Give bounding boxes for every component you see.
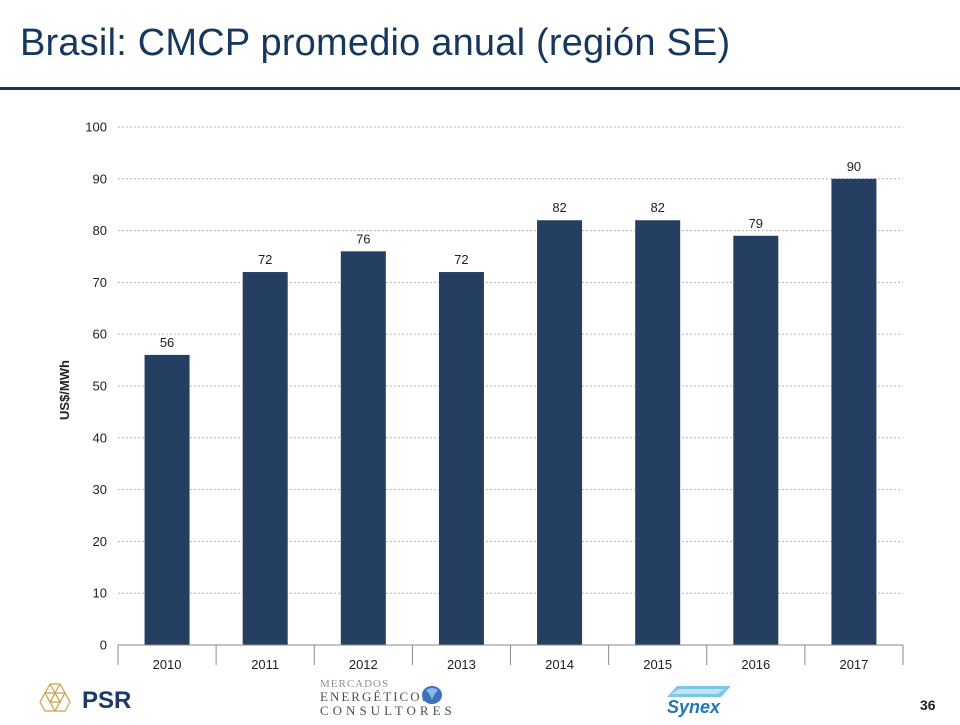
mec-line-1: MERCADOS	[320, 678, 390, 690]
title-divider	[0, 87, 960, 90]
mec-line-3: CONSULTORES	[320, 703, 456, 718]
drop-globe-icon	[422, 686, 442, 704]
y-tick-label: 100	[85, 120, 107, 135]
x-tick-label: 2016	[741, 657, 770, 672]
psr-logo: PSR	[38, 680, 138, 720]
bar	[831, 178, 877, 646]
y-tick-label: 50	[93, 379, 107, 394]
data-label: 72	[454, 252, 468, 267]
x-tick-label: 2011	[251, 657, 279, 672]
psr-hexagon-icon	[39, 683, 71, 712]
x-tick-label: 2017	[839, 657, 868, 672]
y-tick-label: 60	[93, 327, 107, 342]
data-label: 82	[650, 200, 664, 215]
y-tick-label: 0	[100, 638, 107, 653]
y-tick-label: 90	[93, 171, 107, 186]
data-label: 90	[847, 159, 861, 174]
mercados-energeticos-logo: MERCADOS ENERGÉTICOS CONSULTORES	[320, 678, 452, 720]
bar	[438, 272, 484, 645]
data-label: 76	[356, 231, 370, 246]
data-label: 82	[552, 200, 566, 215]
data-label: 79	[749, 216, 763, 231]
mec-line-2: ENERGÉTICOS	[320, 689, 431, 704]
synex-wave-icon	[667, 686, 731, 697]
data-label: 72	[258, 252, 272, 267]
bar	[340, 251, 386, 645]
x-tick-label: 2013	[447, 657, 476, 672]
y-axis-label: US$/MWh	[57, 360, 72, 420]
bar	[635, 220, 681, 646]
synex-wordmark: Synex	[667, 697, 721, 717]
bar	[537, 220, 583, 646]
synex-logo: Synex	[665, 683, 755, 720]
x-tick-label: 2012	[349, 657, 378, 672]
bar	[242, 272, 288, 645]
y-tick-label: 80	[93, 223, 107, 238]
x-tick-label: 2010	[153, 657, 182, 672]
x-tick-label: 2015	[643, 657, 672, 672]
y-tick-label: 20	[93, 534, 107, 549]
y-tick-label: 10	[93, 586, 107, 601]
y-tick-label: 70	[93, 275, 107, 290]
data-label: 56	[160, 335, 174, 350]
psr-wordmark: PSR	[82, 687, 132, 714]
y-tick-label: 40	[93, 430, 107, 445]
page-number: 36	[920, 697, 936, 713]
bar	[733, 235, 779, 645]
bar	[144, 354, 190, 645]
slide-title: Brasil: CMCP promedio anual (región SE)	[20, 22, 731, 64]
y-tick-label: 30	[93, 482, 107, 497]
x-tick-label: 2014	[545, 657, 574, 672]
